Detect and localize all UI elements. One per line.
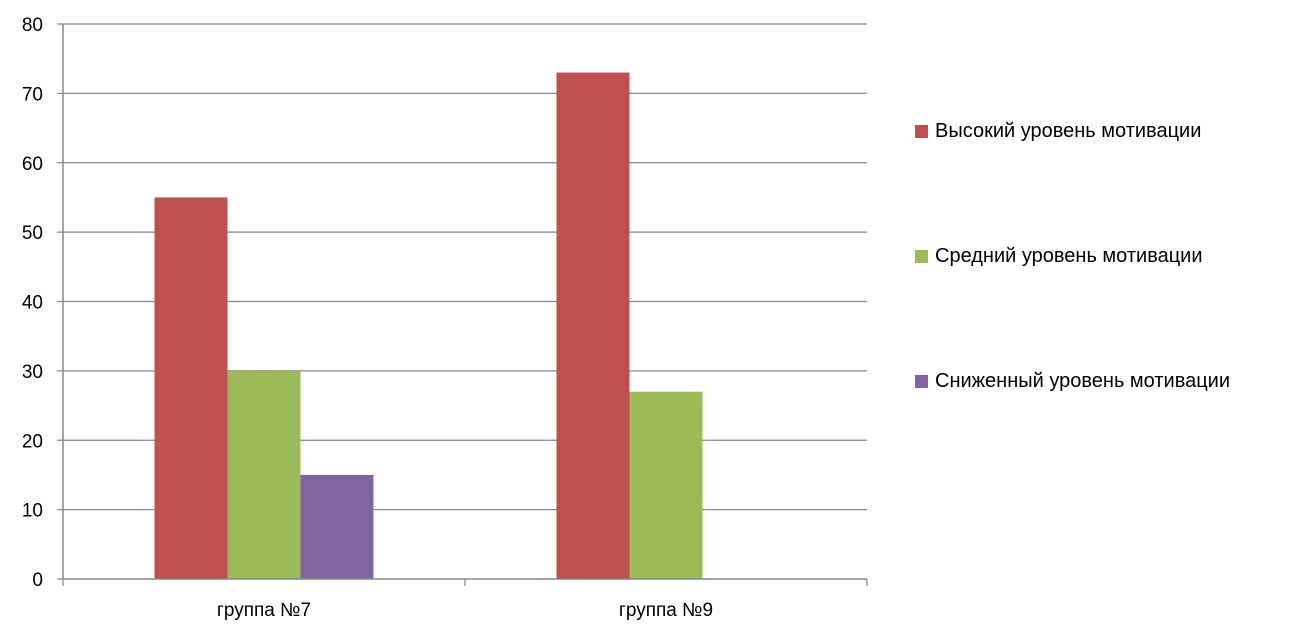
y-axis-ticks: 0 10 20 30 40 50 60 70 80 — [22, 15, 63, 591]
y-tick-label: 80 — [22, 15, 43, 36]
legend-item-low: Сниженный уровень мотивации — [915, 370, 1230, 393]
legend-label-medium: Средний уровень мотивации — [935, 245, 1203, 267]
legend-item-high: Высокий уровень мотивации — [915, 120, 1201, 143]
y-tick-label: 70 — [22, 84, 43, 105]
y-tick-label: 40 — [22, 293, 43, 314]
y-tick-label: 30 — [22, 362, 43, 383]
bar — [556, 72, 630, 579]
bar — [227, 370, 301, 579]
x-tick-label: группа №7 — [217, 600, 311, 621]
bar — [154, 197, 228, 579]
x-axis-ticks: группа №7 группа №9 — [62, 579, 868, 621]
legend-label-high: Высокий уровень мотивации — [935, 120, 1202, 142]
bar — [629, 391, 703, 579]
legend-swatch-medium — [915, 250, 928, 263]
y-tick-label: 60 — [22, 154, 43, 175]
y-tick-label: 0 — [32, 570, 43, 591]
legend-swatch-low — [915, 375, 928, 388]
y-tick-label: 50 — [22, 223, 43, 244]
legend-item-medium: Средний уровень мотивации — [915, 245, 1203, 268]
legend-swatch-high — [915, 125, 928, 138]
x-tick-label: группа №9 — [619, 600, 713, 621]
bars — [154, 72, 703, 579]
y-tick-label: 10 — [22, 501, 43, 522]
legend-label-low: Сниженный уровень мотивации — [935, 370, 1231, 392]
y-tick-label: 20 — [22, 431, 43, 452]
bar — [300, 474, 374, 579]
